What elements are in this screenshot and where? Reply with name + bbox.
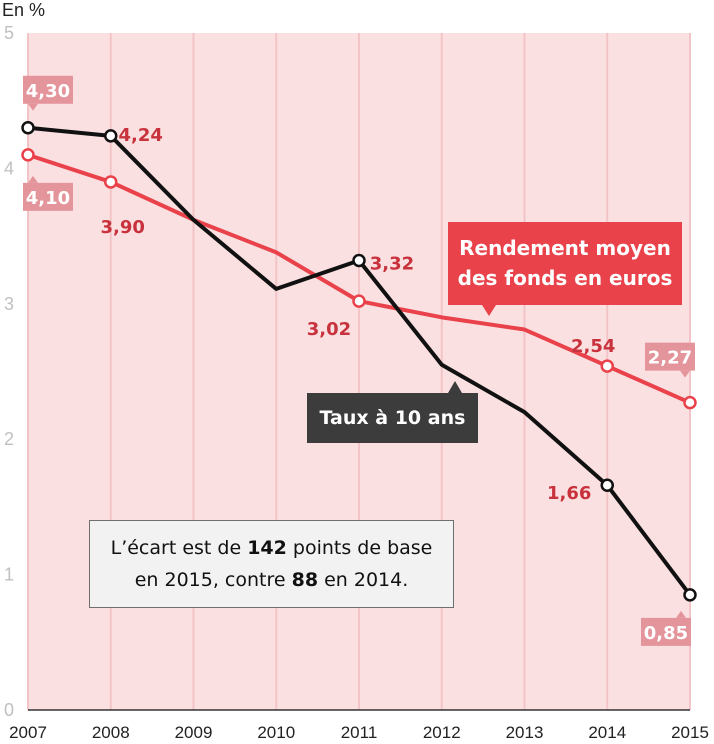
red-series-point (21, 148, 35, 162)
data-label: 4,30 (26, 81, 70, 102)
data-label-badge (645, 342, 695, 371)
red-series-point (104, 175, 118, 189)
black-series-point (104, 129, 118, 143)
y-tick-label: 0 (4, 700, 14, 720)
x-tick-label: 2007 (9, 723, 47, 742)
x-tick-label: 2012 (423, 723, 461, 742)
data-label: 1,66 (547, 483, 591, 504)
black-series-point (683, 588, 697, 602)
red-series-point (352, 294, 366, 308)
y-tick-label: 1 (4, 565, 14, 585)
x-tick-label: 2009 (175, 723, 213, 742)
x-tick-label: 2010 (257, 723, 295, 742)
data-label: 3,90 (101, 217, 145, 238)
red-series-callout: Rendement moyen des fonds en euros (448, 222, 682, 305)
data-label: 4,10 (26, 188, 70, 209)
red-series-point (683, 395, 697, 410)
note-line-2: en 2015, contre 88 en 2014. (90, 564, 453, 596)
black-series-point (600, 478, 614, 492)
spread-note-box: L’écart est de 142 points de base en 201… (89, 520, 454, 608)
data-label-badge-pointer (680, 370, 690, 378)
y-tick-label: 5 (4, 23, 14, 43)
note-bold-2: 88 (291, 569, 319, 591)
note-bold-1: 142 (247, 537, 287, 559)
x-tick-label: 2011 (341, 723, 378, 742)
data-label: 4,24 (119, 125, 163, 146)
data-label: 2,27 (648, 348, 692, 369)
x-tick-label: 2008 (92, 723, 130, 742)
data-label-badge-pointer (676, 610, 686, 618)
data-label-badge-pointer (28, 103, 38, 111)
data-label-badge (23, 182, 73, 211)
data-label: 0,85 (644, 623, 688, 644)
red-callout-pointer (482, 305, 496, 316)
data-label: 2,54 (571, 336, 615, 357)
red-callout-line-2: des fonds en euros (457, 266, 673, 290)
black-series-point (21, 121, 35, 135)
x-tick-label: 2015 (671, 723, 709, 742)
note-text-4: en 2014. (318, 569, 409, 591)
red-callout-line-1: Rendement moyen (459, 236, 671, 260)
note-text-2: points de base (286, 537, 433, 559)
note-text-3: en 2015, contre (134, 569, 292, 591)
data-label-badge (641, 617, 691, 646)
data-label-badge (23, 75, 73, 104)
black-series-point (352, 253, 366, 268)
y-tick-label: 3 (4, 294, 14, 314)
y-axis-unit-label: En % (2, 0, 46, 20)
y-tick-label: 4 (4, 158, 14, 178)
black-series-callout: Taux à 10 ans (307, 393, 478, 443)
x-tick-label: 2013 (506, 723, 544, 742)
data-label: 3,32 (370, 253, 414, 274)
data-label-badge-pointer (28, 175, 38, 183)
y-tick-label: 2 (4, 429, 14, 449)
note-text-1: L’écart est de (110, 537, 248, 559)
note-line-1: L’écart est de 142 points de base (90, 532, 453, 564)
data-label: 3,02 (307, 319, 351, 340)
x-tick-label: 2014 (588, 723, 626, 742)
red-series-point (600, 359, 614, 373)
black-callout-pointer (448, 381, 462, 393)
